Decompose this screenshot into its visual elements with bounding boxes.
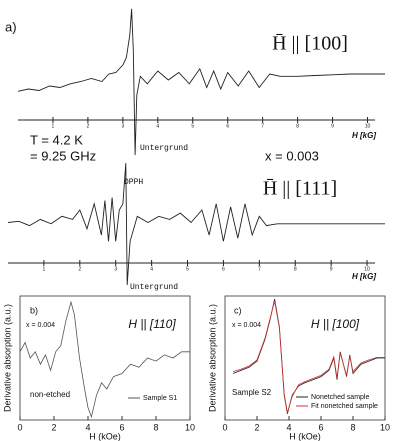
- spectrum: [17, 8, 385, 156]
- x-tick-label: 8: [296, 123, 299, 129]
- x-tick-label: 6: [119, 422, 124, 432]
- panel-label: c): [234, 305, 242, 315]
- x-tick-label: 0: [17, 422, 22, 432]
- x-tick-label: 8: [153, 422, 158, 432]
- x-tick-label: 3: [121, 123, 124, 129]
- legend-label: Nonetched sample: [311, 394, 369, 401]
- annotation: x = 0.004: [26, 322, 55, 329]
- x-tick-label: 0: [222, 422, 227, 432]
- x-axis-label: H [kG]: [352, 131, 376, 140]
- x-tick-label: 10: [380, 422, 390, 432]
- x-axis-label: H (kOe): [289, 431, 321, 441]
- x-tick-label: 3: [114, 266, 117, 272]
- plot-frame: [224, 295, 386, 421]
- legend-label: Sample S1: [143, 395, 177, 402]
- legend-label: Fit nonetched sample: [311, 403, 378, 410]
- annotation: T = 4.2 K: [30, 132, 83, 147]
- x-tick-label: 7: [261, 123, 264, 129]
- x-axis-label: H [kG]: [352, 272, 376, 281]
- annotation: non-etched: [30, 390, 70, 399]
- x-tick-label: 6: [222, 266, 225, 272]
- x-tick-label: 4: [156, 123, 159, 129]
- x-tick-label: 8: [294, 266, 297, 272]
- x-tick-label: 10: [365, 123, 371, 129]
- x-axis-label: H (kOe): [89, 431, 121, 441]
- annotation: Untergrund: [130, 283, 178, 292]
- spectrum: [7, 163, 385, 286]
- x-tick-label: 9: [331, 123, 334, 129]
- spectrum: [232, 300, 385, 413]
- plot-frame: [19, 295, 191, 421]
- x-tick-label: 10: [185, 422, 195, 432]
- annotation: x = 0.003: [265, 148, 319, 163]
- x-tick-label: 2: [254, 422, 259, 432]
- spectrum: [19, 300, 190, 419]
- x-tick-label: 5: [191, 123, 194, 129]
- x-tick-label: 4: [150, 266, 153, 272]
- x-tick-label: 1: [43, 266, 46, 272]
- chart-title: H || [100]: [311, 317, 360, 331]
- x-tick-label: 4: [85, 422, 90, 432]
- chart-title: H̄ || [111]: [263, 178, 337, 200]
- x-tick-label: 9: [330, 266, 333, 272]
- annotation: Untergrund: [140, 144, 188, 153]
- annotation: x = 0.004: [232, 322, 261, 329]
- chart-title: H || [110]: [128, 317, 176, 331]
- x-tick-label: 1: [52, 123, 55, 129]
- annotation: = 9.25 GHz: [30, 148, 96, 163]
- x-tick-label: 10: [364, 266, 370, 272]
- chart-title: H̄ || [100]: [272, 33, 348, 55]
- panel-label: b): [30, 305, 38, 315]
- y-axis-label: Derivative absorption (a.u.): [207, 304, 217, 412]
- x-tick-label: 6: [226, 123, 229, 129]
- x-tick-label: 8: [350, 422, 355, 432]
- x-tick-label: 4: [286, 422, 291, 432]
- annotation: DPPH: [124, 178, 143, 187]
- x-tick-label: 2: [78, 266, 81, 272]
- x-tick-label: 6: [318, 422, 323, 432]
- x-tick-label: 2: [51, 422, 56, 432]
- y-axis-label: Derivative absorption (a.u.): [2, 304, 12, 412]
- x-tick-label: 7: [258, 266, 261, 272]
- annotation: Sample S2: [232, 388, 272, 397]
- x-tick-label: 5: [186, 266, 189, 272]
- x-tick-label: 2: [87, 123, 90, 129]
- panel-label: a): [5, 19, 17, 34]
